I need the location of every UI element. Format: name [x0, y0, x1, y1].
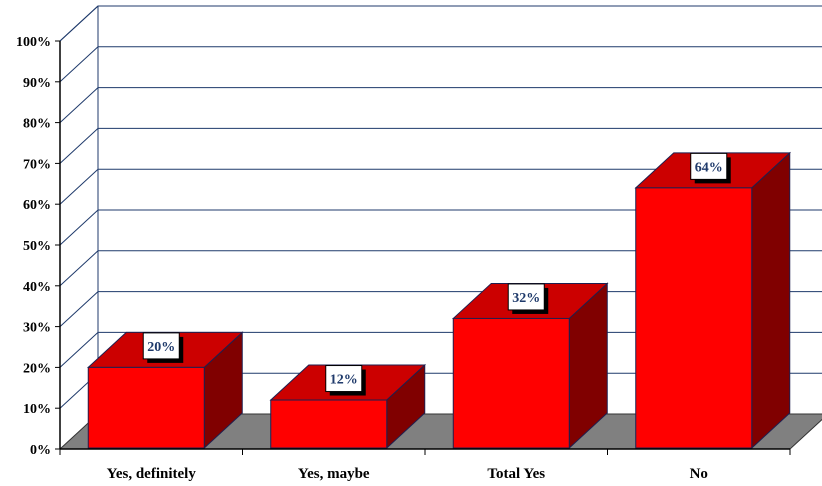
gridline — [59, 168, 822, 205]
y-tick-label: 100% — [16, 35, 51, 50]
x-tick-label: No — [690, 466, 708, 482]
bar-side — [751, 151, 791, 450]
data-label: 12% — [325, 365, 366, 396]
y-tick-label: 80% — [23, 117, 51, 132]
bars — [86, 151, 792, 450]
bar-front — [87, 366, 205, 449]
data-label-box — [142, 332, 180, 360]
x-tick-label: Yes, maybe — [298, 466, 370, 482]
gridline — [59, 209, 822, 246]
x-tick-labels: Yes, definitely Yes, maybe Total Yes No — [107, 466, 708, 482]
data-label: 32% — [507, 283, 549, 314]
x-tick-label: Yes, definitely — [107, 466, 197, 482]
data-label-box — [325, 365, 363, 393]
data-labels: 20% 12% 32% 64% — [142, 152, 731, 396]
data-label-text: 20% — [147, 340, 175, 355]
data-label-text: 64% — [695, 160, 723, 175]
gridline — [59, 250, 822, 287]
y-tick-label: 50% — [23, 239, 51, 254]
bar-front — [452, 317, 570, 449]
data-label-text: 12% — [330, 373, 358, 388]
data-label-box — [507, 283, 545, 311]
y-tick-label: 40% — [23, 280, 51, 295]
y-tick-label: 30% — [23, 321, 51, 336]
data-label: 64% — [690, 152, 731, 184]
gridline — [59, 127, 822, 164]
axes — [55, 40, 791, 455]
y-tick-label: 60% — [23, 198, 51, 213]
y-tick-label: 90% — [23, 76, 51, 91]
gridline — [59, 87, 822, 123]
gridline — [59, 46, 822, 83]
data-label: 20% — [142, 332, 184, 363]
y-tick-label: 10% — [23, 402, 51, 417]
bar-front — [635, 187, 753, 449]
data-label-text: 32% — [512, 291, 540, 306]
y-tick-label: 70% — [23, 157, 51, 172]
x-tick-label: Total Yes — [487, 466, 545, 482]
bar — [634, 151, 792, 450]
y-tick-labels: 0% 10% 20% 30% 40% 50% 60% 70% 80% 90% 100% — [16, 35, 51, 458]
data-label-box — [690, 152, 728, 180]
gridline — [59, 5, 822, 42]
gridlines — [59, 5, 822, 409]
y-tick-label: 20% — [23, 361, 51, 376]
bar-front — [270, 399, 388, 449]
y-tick-label: 0% — [30, 443, 51, 458]
bar — [451, 282, 609, 450]
